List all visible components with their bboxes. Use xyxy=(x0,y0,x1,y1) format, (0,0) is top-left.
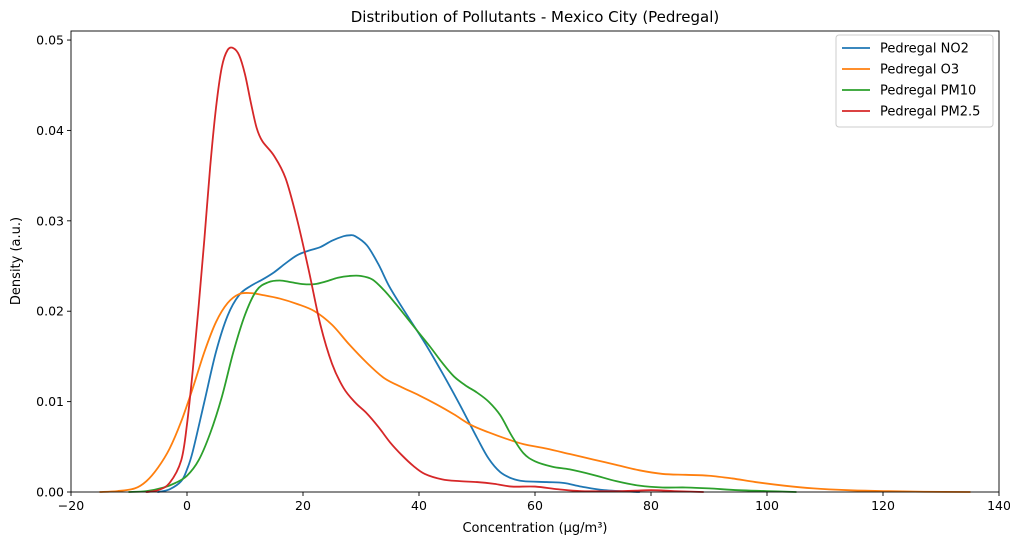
density-curves xyxy=(99,46,971,493)
y-tick-label: 0.01 xyxy=(36,394,64,409)
legend-label-pedregal-pm10: Pedregal PM10 xyxy=(880,84,976,99)
legend-label-pedregal-pm2-5: Pedregal PM2.5 xyxy=(880,105,980,120)
legend-label-pedregal-no2: Pedregal NO2 xyxy=(880,42,969,57)
x-axis-ticks: −20 0 20 40 60 80 100 120 140 xyxy=(58,492,1010,513)
x-tick-label: 120 xyxy=(871,498,895,513)
x-tick-label: 100 xyxy=(755,498,779,513)
x-tick-label: 0 xyxy=(183,498,191,513)
series-line-pedregal-no2 xyxy=(157,234,641,493)
x-tick-label: 40 xyxy=(411,498,427,513)
plot-frame xyxy=(70,30,1000,493)
legend-label-pedregal-o3: Pedregal O3 xyxy=(880,63,959,78)
y-axis-title: Density (a.u.) xyxy=(9,217,24,305)
chart-title: Distribution of Pollutants - Mexico City… xyxy=(351,8,719,26)
x-tick-label: 60 xyxy=(527,498,543,513)
series-line-pedregal-pm2-5 xyxy=(145,46,705,493)
legend-box xyxy=(835,34,994,128)
y-tick-label: 0.05 xyxy=(36,33,64,48)
x-tick-label: 140 xyxy=(987,498,1010,513)
y-axis-ticks: 0.00 0.01 0.02 0.03 0.04 0.05 xyxy=(36,33,71,500)
y-tick-label: 0.02 xyxy=(36,304,64,319)
x-axis-title: Concentration (μg/m³) xyxy=(462,521,607,536)
y-tick-label: 0.03 xyxy=(36,213,64,228)
x-tick-label: 80 xyxy=(643,498,659,513)
x-tick-label: −20 xyxy=(58,498,84,513)
legend: Pedregal NO2 Pedregal O3 Pedregal PM10 Pedr… xyxy=(835,34,994,128)
x-tick-label: 20 xyxy=(295,498,311,513)
y-tick-label: 0.04 xyxy=(36,123,64,138)
series-line-pedregal-o3 xyxy=(99,292,971,493)
series-line-pedregal-pm10 xyxy=(128,274,797,493)
y-tick-label: 0.00 xyxy=(36,485,64,500)
